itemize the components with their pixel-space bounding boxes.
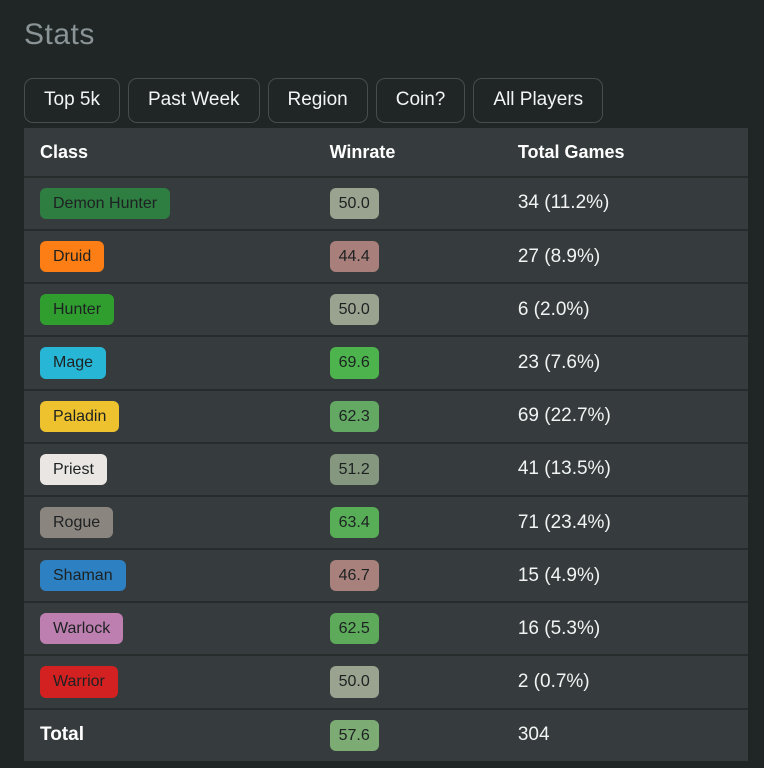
- total-games-value: 69 (22.7%): [517, 405, 611, 427]
- class-badge: Warrior: [40, 666, 118, 698]
- filter-button-top5k[interactable]: Top 5k: [24, 78, 120, 123]
- filter-button-past-week[interactable]: Past Week: [127, 78, 260, 123]
- winrate-badge: 69.6: [329, 347, 379, 379]
- filter-button-row: Top 5k Past Week Region Coin? All Player…: [24, 78, 748, 123]
- class-badge: Priest: [40, 453, 107, 485]
- total-row-label: Total: [40, 724, 84, 746]
- table-body: Demon Hunter 50.0 34 (11.2%) Druid 44.4 …: [24, 176, 748, 709]
- winrate-badge: 62.5: [329, 613, 379, 645]
- winrate-badge: 50.0: [329, 187, 379, 219]
- total-games-value: 27 (8.9%): [517, 245, 601, 267]
- total-games-value: 6 (2.0%): [517, 298, 590, 320]
- class-badge: Hunter: [40, 294, 115, 326]
- winrate-badge: 50.0: [329, 294, 379, 326]
- total-games-value: 2 (0.7%): [517, 671, 590, 693]
- total-games-value: 34 (11.2%): [517, 192, 610, 214]
- class-badge: Demon Hunter: [40, 187, 171, 219]
- table-row: Paladin 62.3 69 (22.7%): [24, 389, 748, 443]
- total-games-value: 23 (7.6%): [517, 351, 601, 373]
- class-badge: Rogue: [40, 506, 114, 539]
- total-games-value: 304: [517, 724, 550, 746]
- table-row: Warrior 50.0 2 (0.7%): [24, 655, 748, 708]
- table-row: Druid 44.4 27 (8.9%): [24, 229, 748, 283]
- page-title: Stats: [24, 18, 95, 51]
- class-badge: Shaman: [40, 560, 126, 592]
- table-row: Hunter 50.0 6 (2.0%): [24, 283, 748, 336]
- winrate-badge: 50.0: [329, 666, 379, 698]
- table-header: Class Winrate Total Games: [24, 128, 748, 177]
- class-badge: Mage: [40, 347, 107, 379]
- total-games-value: 71 (23.4%): [517, 511, 611, 533]
- class-badge: Druid: [40, 240, 105, 273]
- table-row: Demon Hunter 50.0 34 (11.2%): [24, 176, 748, 230]
- winrate-badge: 46.7: [329, 560, 379, 592]
- filter-button-coin[interactable]: Coin?: [375, 78, 466, 123]
- filter-button-region[interactable]: Region: [267, 78, 368, 123]
- winrate-badge: 51.2: [329, 453, 379, 485]
- table-row: Priest 51.2 41 (13.5%): [24, 442, 748, 496]
- winrate-badge: 63.4: [329, 506, 379, 539]
- total-games-value: 41 (13.5%): [517, 458, 611, 480]
- winrate-badge: 62.3: [329, 400, 379, 432]
- total-games-value: 16 (5.3%): [517, 617, 601, 639]
- header-class: Class: [40, 141, 89, 162]
- header-total-games: Total Games: [517, 141, 625, 162]
- class-badge: Warlock: [40, 613, 124, 645]
- table-row: Rogue 63.4 71 (23.4%): [24, 495, 748, 549]
- table-row: Shaman 46.7 15 (4.9%): [24, 549, 748, 602]
- total-winrate-badge: 57.6: [329, 719, 379, 751]
- class-stats-table: Class Winrate Total Games Demon Hunter 5…: [24, 127, 748, 761]
- total-row: Total 57.6 304: [24, 708, 748, 761]
- header-winrate: Winrate: [329, 141, 396, 162]
- winrate-badge: 44.4: [329, 240, 379, 273]
- filter-button-all-players[interactable]: All Players: [473, 78, 604, 123]
- table-row: Mage 69.6 23 (7.6%): [24, 336, 748, 389]
- class-badge: Paladin: [40, 400, 120, 432]
- total-games-value: 15 (4.9%): [517, 564, 601, 586]
- table-row: Warlock 62.5 16 (5.3%): [24, 602, 748, 655]
